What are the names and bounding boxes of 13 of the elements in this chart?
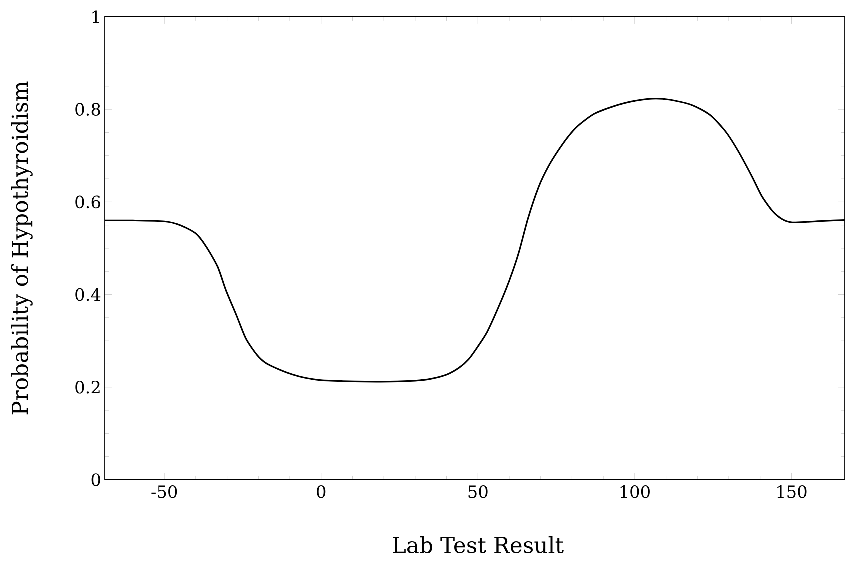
x-tick-label: 150 [778,485,807,498]
y-tick-label: 0.8 [76,103,100,116]
x-tick-label: -50 [152,485,178,498]
x-tick-label: 100 [620,485,650,498]
y-tick-label: 0 [92,474,100,486]
y-tick-label: 0.4 [76,288,101,302]
y-tick-label: 0.6 [76,196,100,209]
x-axis-title: Lab Test Result [393,536,564,554]
x-tick-label: 0 [317,485,326,498]
x-tick-label: 50 [468,485,488,498]
y-tick-label: 0.2 [76,380,100,394]
y-tick-label: 1 [92,10,100,24]
y-axis-title: Probability of Hypothyroidism [11,82,33,415]
